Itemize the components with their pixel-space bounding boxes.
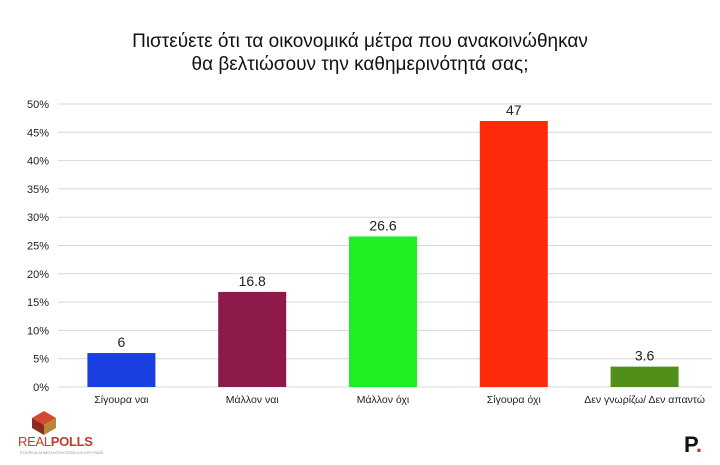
x-tick-label: Δεν γνωρίζω/ Δεν απαντώ <box>584 394 705 406</box>
chart-title: Πιστεύετε ότι τα οικονομικά μέτρα που αν… <box>0 30 720 76</box>
y-tick-label: 5% <box>33 354 49 366</box>
bar-data-label: 47 <box>506 102 522 118</box>
bar <box>218 291 287 387</box>
y-tick-label: 50% <box>27 99 49 111</box>
chart-title-line-1: Πιστεύετε ότι τα οικονομικά μέτρα που αν… <box>132 31 588 52</box>
y-tick-label: 40% <box>27 156 49 168</box>
realpolls-wordmark: REALPOLLS <box>18 434 93 449</box>
x-tick-label: Σίγουρα ναι <box>94 394 149 406</box>
y-tick-label: 35% <box>27 184 49 196</box>
realpolls-polls-text: POLLS <box>50 434 93 449</box>
y-tick-label: 20% <box>27 269 49 281</box>
y-tick-label: 0% <box>33 382 49 394</box>
realpolls-real-text: REAL <box>18 434 51 449</box>
publisher-logo: P. <box>684 432 702 458</box>
bar-data-label: 3.6 <box>635 348 655 364</box>
bar-data-label: 6 <box>118 334 126 350</box>
y-tick-label: 45% <box>27 127 49 139</box>
realpolls-logo-mark <box>32 411 56 435</box>
y-tick-label: 10% <box>27 325 49 337</box>
x-tick-label: Μάλλον όχι <box>357 394 410 406</box>
x-tick-label: Μάλλον ναι <box>226 394 279 406</box>
y-tick-label: 25% <box>27 241 49 253</box>
publisher-logo-letter: P <box>684 432 696 457</box>
bar <box>87 353 156 387</box>
bar <box>479 120 548 387</box>
y-tick-label: 15% <box>27 297 49 309</box>
bar-data-label: 26.6 <box>369 217 396 233</box>
bar <box>610 366 679 387</box>
bar <box>349 236 417 387</box>
realpolls-logo: REALPOLLS ΕΤΑΙΡΕΙΑ ΔΗΜΟΣΚΟΠΗΣΕΩΝ ΚΑΙ ΕΡΕ… <box>18 408 103 458</box>
x-tick-label: Σίγουρα όχι <box>487 394 542 406</box>
chart-title-line-2: θα βελτιώσουν την καθημερινότητά σας; <box>191 54 529 75</box>
realpolls-tagline: ΕΤΑΙΡΕΙΑ ΔΗΜΟΣΚΟΠΗΣΕΩΝ ΚΑΙ ΕΡΕΥΝΩΝ <box>20 450 104 455</box>
y-tick-label: 30% <box>27 212 49 224</box>
publisher-logo-dot: . <box>695 432 702 457</box>
bar-data-label: 16.8 <box>239 273 266 289</box>
